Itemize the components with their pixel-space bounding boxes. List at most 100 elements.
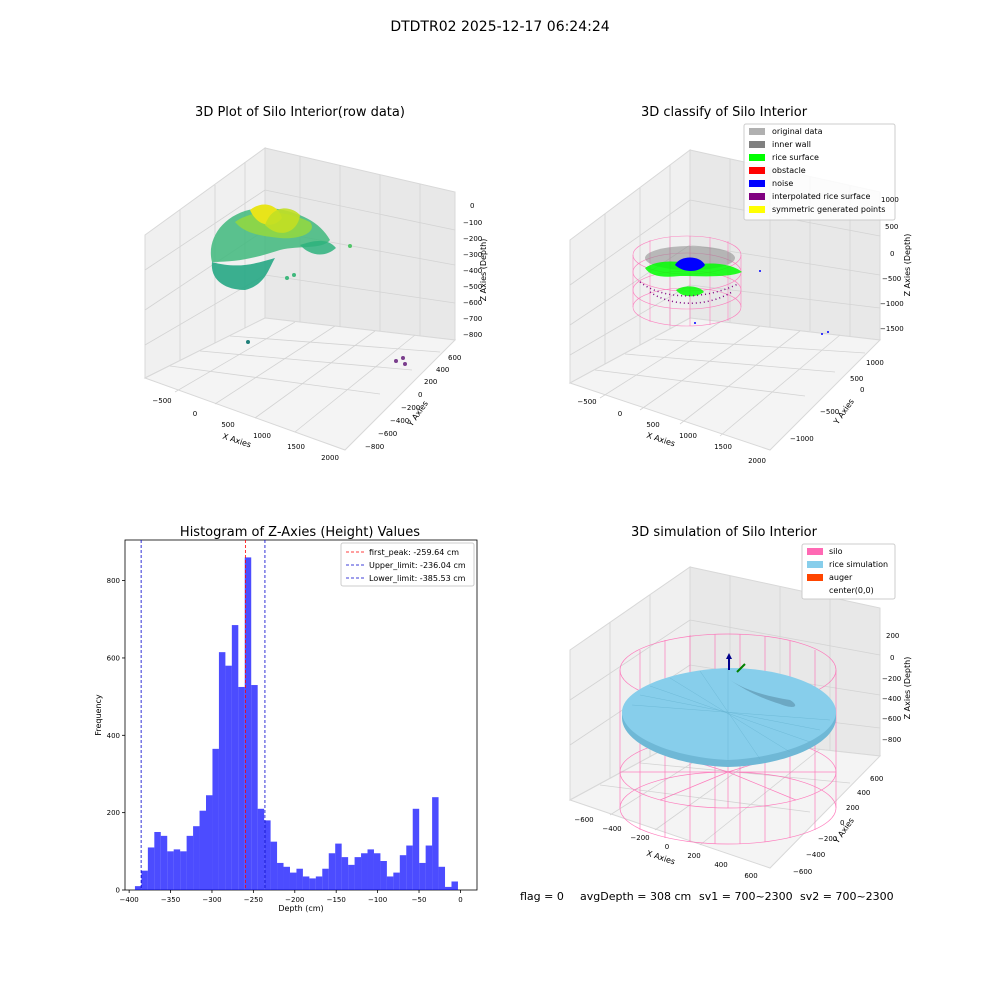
outlier-point: [401, 356, 405, 360]
z-tick: −400: [882, 695, 901, 703]
sv2-text: sv2 = 700~2300: [800, 890, 894, 903]
y-tick: −400: [390, 417, 409, 425]
legend-swatch: [807, 548, 823, 555]
legend-label: interpolated rice surface: [772, 192, 870, 201]
histogram-bar: [283, 866, 290, 890]
histogram-bar: [354, 857, 362, 890]
z-tick: −500: [882, 275, 901, 283]
y-tick: −600: [378, 430, 397, 438]
histogram-bar: [348, 864, 355, 890]
histogram-bar: [335, 843, 342, 890]
histogram-bar: [212, 748, 219, 890]
legend-label: Lower_limit: -385.53 cm: [369, 574, 466, 583]
legend-swatch: [749, 128, 765, 135]
z-tick: −700: [463, 315, 482, 323]
y-tick: −800: [365, 443, 384, 451]
z-ticks: 200 0 −200 −400 −600 −800: [882, 632, 901, 744]
histogram-bar: [193, 826, 200, 890]
x-tick: 0: [665, 843, 669, 851]
histogram-bar: [309, 878, 316, 890]
histogram-bar: [451, 881, 458, 890]
legend-swatch: [749, 180, 765, 187]
legend-swatch: [749, 193, 765, 200]
y-tick: 200: [424, 378, 437, 386]
x-tick: −500: [152, 397, 171, 405]
legend: silo rice simulation auger center(0,0): [801, 543, 896, 600]
legend-label: rice surface: [772, 153, 819, 162]
y-ticks: 0 200 400 600 800: [107, 577, 125, 895]
z-tick: −600: [463, 299, 482, 307]
panel-histogram: Histogram of Z-Axies (Height) Values −40…: [94, 525, 478, 913]
floor-pane: [568, 317, 882, 451]
x-axis-label: X Axies: [221, 432, 252, 450]
noise-point: [694, 322, 696, 324]
histogram-bar: [328, 853, 336, 890]
legend-frame: [743, 123, 896, 221]
x-axis-label: X Axies: [645, 849, 676, 867]
legend-label: rice simulation: [829, 560, 888, 569]
panel-classify: 3D classify of Silo Interior: [568, 105, 912, 465]
floor-pane: [143, 317, 457, 451]
histogram-bar: [270, 841, 278, 890]
x-tick: 1500: [287, 443, 305, 451]
noise-point: [821, 333, 823, 335]
z-tick: −300: [463, 251, 482, 259]
x-tick-label: −300: [202, 896, 221, 904]
x-tick: −200: [630, 834, 649, 842]
z-tick: 200: [886, 632, 899, 640]
histogram-bar: [341, 857, 349, 890]
x-tick-label: −100: [368, 896, 387, 904]
x-ticks: −500 0 500 1000 1500 2000: [577, 398, 766, 465]
histogram-bar: [264, 820, 271, 890]
histogram-bar: [386, 876, 394, 890]
z-tick: −600: [882, 715, 901, 723]
grid-lines: [569, 159, 881, 437]
z-tick: −200: [882, 675, 901, 683]
histogram-bar: [141, 870, 148, 890]
legend-label: first_peak: -259.64 cm: [369, 548, 459, 557]
legend-label: obstacle: [772, 166, 806, 175]
y-tick: 400: [436, 366, 449, 374]
chart-title: 3D Plot of Silo Interior(row data): [195, 105, 405, 120]
reference-lines: [140, 540, 266, 890]
z-tick: −800: [463, 331, 482, 339]
x-tick-label: −200: [285, 896, 304, 904]
y-tick: 600: [448, 354, 461, 362]
status-footer: flag = 0 avgDepth = 308 cm sv1 = 700~230…: [520, 890, 894, 903]
y-tick: −600: [793, 868, 812, 876]
legend-label: auger: [829, 573, 853, 582]
legend-label: center(0,0): [829, 586, 874, 595]
y-tick: 1000: [866, 359, 884, 367]
y-tick: −1000: [790, 435, 814, 443]
x-tick: 2000: [748, 457, 766, 465]
x-tick: 1000: [679, 432, 697, 440]
legend-swatch: [807, 574, 823, 581]
x-tick: −500: [577, 398, 596, 406]
auger-marker: [726, 653, 746, 673]
x-tick: 1500: [714, 443, 732, 451]
y-tick: 200: [846, 804, 859, 812]
legend-swatch: [807, 587, 823, 594]
histogram-bar: [438, 866, 446, 890]
histogram-bars: [134, 557, 458, 890]
y-ticks: −600 −400 −200 0 200 400 600: [793, 775, 883, 876]
histogram-bar: [199, 810, 207, 890]
histogram-bar: [425, 845, 433, 890]
noise-point: [759, 270, 761, 272]
y-tick: −200: [401, 404, 420, 412]
z-tick: −500: [463, 283, 482, 291]
panel-raw-data: 3D Plot of Silo Interior(row data): [143, 105, 488, 462]
legend-label: original data: [772, 127, 823, 136]
x-tick: 500: [221, 421, 234, 429]
x-tick-label: −250: [244, 896, 263, 904]
x-tick-label: −150: [327, 896, 346, 904]
y-ticks: −1000 −500 0 500 1000: [790, 359, 884, 443]
y-tick: −500: [820, 408, 839, 416]
histogram-bar: [322, 868, 329, 890]
z-axis-label: Z Axies (Depth): [479, 239, 488, 302]
histogram-bar: [393, 872, 400, 890]
outlier-point: [292, 273, 296, 277]
z-tick: 0: [470, 202, 474, 210]
z-tick: −400: [463, 267, 482, 275]
